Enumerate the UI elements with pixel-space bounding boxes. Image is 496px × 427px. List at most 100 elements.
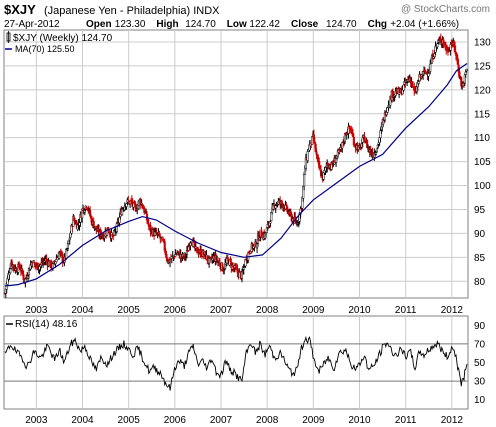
legend-ma-70: MA(70) 125.50: [15, 44, 75, 54]
quote-value-low: 122.42: [249, 19, 280, 30]
price-ytick-85: 85: [474, 253, 486, 264]
candle-body: [59, 250, 62, 253]
candle-body: [464, 71, 467, 75]
rsi-14-line: [4, 335, 468, 391]
price-ytick-120: 120: [474, 85, 491, 96]
candle-body: [303, 174, 306, 187]
ma-70-line: [4, 63, 468, 287]
candle-body: [439, 38, 442, 43]
candle-body: [169, 259, 172, 263]
candle-body: [302, 186, 305, 199]
price-ytick-80: 80: [474, 277, 486, 288]
quote-label-low: Low: [227, 19, 247, 30]
quote-label-open: Open: [86, 19, 112, 30]
price-xtick-2007: 2007: [210, 305, 233, 316]
candle-body: [402, 84, 405, 91]
quote-value-open: 123.30: [115, 19, 146, 30]
candle-body: [143, 207, 146, 213]
price-xtick-2011: 2011: [395, 305, 417, 316]
chart-symbol: $XJY: [4, 2, 36, 17]
price-xtick-2005: 2005: [118, 305, 141, 316]
rsi-xtick-2011: 2011: [395, 415, 417, 426]
rsi-xtick-2009: 2009: [302, 415, 325, 426]
candle-body: [27, 268, 30, 276]
price-panel-frame: [3, 29, 469, 299]
candle-body: [436, 43, 439, 48]
rsi-ytick-30: 30: [474, 377, 486, 388]
candle-body: [375, 152, 378, 155]
quote-row: Open 123.30 High 124.70 Low 122.42 Close 124.70…: [86, 19, 459, 30]
candle-body: [83, 210, 86, 213]
candle-body: [427, 73, 430, 77]
price-xtick-2012: 2012: [441, 305, 464, 316]
candle-body: [28, 269, 31, 271]
candle-body: [79, 214, 82, 223]
legend-xjy-weekly: $XJY (Weekly) 124.70: [13, 33, 113, 44]
price-xtick-2010: 2010: [348, 305, 371, 316]
candle-body: [92, 221, 95, 229]
rsi-xtick-2008: 2008: [256, 415, 279, 426]
candle-body: [163, 241, 166, 251]
price-ytick-95: 95: [474, 205, 486, 216]
candle-body: [242, 267, 245, 270]
price-panel: 2003 2004 2005 2006 2007 2008 2009 2010 2011 2012…: [3, 29, 491, 316]
candle-body: [465, 68, 468, 71]
candle-body: [118, 216, 121, 223]
quote-label-close: Close: [291, 19, 319, 30]
rsi-xtick-2012: 2012: [441, 415, 464, 426]
candle-body: [461, 85, 464, 88]
quote-label-high: High: [156, 19, 178, 30]
price-xtick-2003: 2003: [25, 305, 48, 316]
candle-body: [285, 204, 288, 207]
rsi-xtick-2007: 2007: [210, 415, 233, 426]
candle-body: [315, 151, 318, 155]
candle-body: [429, 63, 432, 72]
price-ytick-110: 110: [474, 133, 490, 144]
candle-body: [226, 257, 229, 259]
chart-name: (Japanese Yen - Philadelphia) INDX: [44, 5, 220, 17]
price-ytick-90: 90: [474, 229, 486, 240]
rsi-panel-frame: [3, 315, 469, 410]
rsi-xtick-2005: 2005: [118, 415, 141, 426]
quote-value-high: 124.70: [185, 19, 216, 30]
price-ytick-115: 115: [474, 109, 490, 120]
candle-body: [379, 130, 382, 138]
chart-date: 27-Apr-2012: [4, 19, 60, 30]
rsi-xtick-2004: 2004: [71, 415, 94, 426]
price-ytick-105: 105: [474, 157, 491, 168]
candle-body: [33, 261, 36, 264]
price-ytick-100: 100: [474, 181, 491, 192]
legend-rsi-14: RSI(14) 48.16: [15, 319, 78, 330]
candle-body: [165, 253, 168, 259]
price-ytick-125: 125: [474, 61, 491, 72]
candle-body: [375, 148, 378, 153]
candle-body: [173, 256, 176, 258]
rsi-ytick-90: 90: [474, 321, 486, 332]
quote-label-chg: Chg: [368, 19, 387, 30]
price-ytick-130: 130: [474, 37, 491, 48]
price-xtick-2004: 2004: [71, 305, 94, 316]
candle-body: [239, 271, 242, 273]
candle-body: [417, 81, 420, 84]
rsi-ytick-10: 10: [474, 395, 486, 406]
candle-body: [463, 74, 466, 84]
rsi-ytick-50: 50: [474, 358, 486, 369]
candle-body: [363, 136, 366, 143]
rsi-xtick-2006: 2006: [164, 415, 187, 426]
candle-body: [269, 221, 272, 224]
rsi-legend: RSI(14) 48.16: [6, 319, 78, 330]
price-xtick-2009: 2009: [302, 305, 325, 316]
candle-body: [304, 157, 307, 169]
candle-body: [68, 237, 71, 241]
candle-body: [125, 203, 128, 207]
quote-value-close: 124.70: [326, 19, 357, 30]
rsi-xtick-2010: 2010: [348, 415, 371, 426]
candle-body: [274, 205, 277, 209]
candle-body: [306, 151, 309, 161]
rsi-ytick-70: 70: [474, 339, 486, 350]
candle-body: [85, 206, 88, 209]
candle-body: [447, 50, 450, 53]
candle-body: [454, 45, 457, 53]
